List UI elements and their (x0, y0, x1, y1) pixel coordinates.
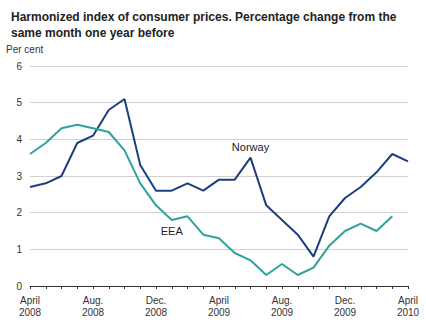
svg-text:April: April (209, 295, 229, 306)
svg-text:2009: 2009 (271, 307, 294, 318)
svg-text:2009: 2009 (334, 307, 357, 318)
svg-text:Norway: Norway (232, 141, 270, 153)
svg-text:Per cent: Per cent (6, 44, 43, 55)
svg-text:4: 4 (16, 134, 22, 145)
svg-text:Aug.: Aug. (83, 295, 104, 306)
svg-text:1: 1 (16, 244, 22, 255)
svg-text:2009: 2009 (208, 307, 231, 318)
svg-text:2: 2 (16, 207, 22, 218)
svg-text:2008: 2008 (82, 307, 105, 318)
svg-text:6: 6 (16, 61, 22, 72)
svg-text:same month one year before: same month one year before (11, 26, 175, 40)
svg-text:3: 3 (16, 171, 22, 182)
svg-text:2008: 2008 (145, 307, 168, 318)
svg-text:April: April (20, 295, 40, 306)
svg-text:Dec.: Dec. (335, 295, 356, 306)
svg-text:April: April (398, 295, 418, 306)
svg-text:EEA: EEA (161, 225, 184, 237)
svg-text:5: 5 (16, 97, 22, 108)
svg-text:Harmonized index of consumer p: Harmonized index of consumer prices. Per… (11, 10, 400, 24)
svg-text:Aug.: Aug. (272, 295, 293, 306)
svg-text:Dec.: Dec. (146, 295, 167, 306)
svg-text:0: 0 (16, 281, 22, 292)
svg-text:2008: 2008 (19, 307, 42, 318)
svg-text:2010: 2010 (397, 307, 420, 318)
